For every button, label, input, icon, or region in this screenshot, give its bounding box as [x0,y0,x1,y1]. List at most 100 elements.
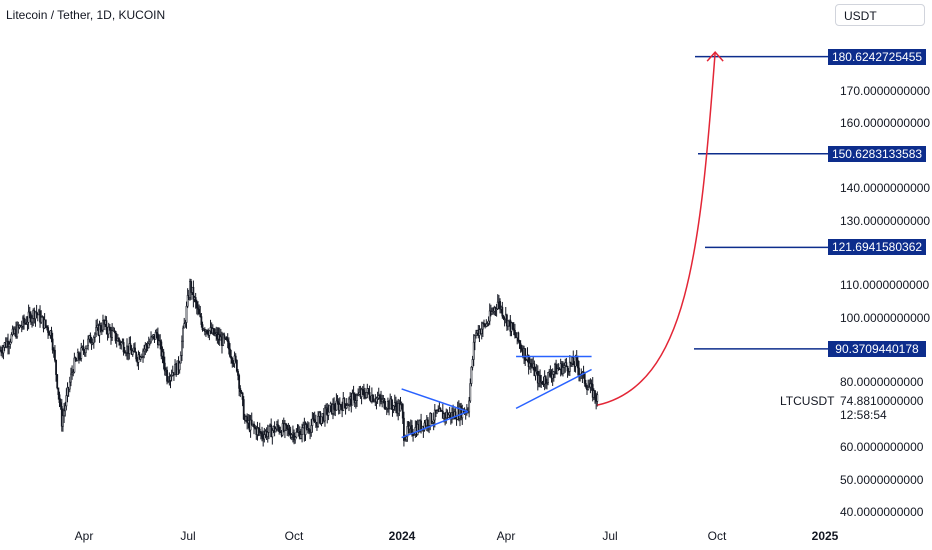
candle-body [229,348,231,357]
candle-body [480,328,483,334]
candle-body [129,343,132,351]
candle-body [246,416,249,424]
candle-body [365,392,368,398]
candle-body [242,399,245,420]
candle-body [231,358,234,363]
candle-body [399,404,402,412]
candle-body [20,325,23,328]
candle-body [27,311,30,323]
candle-body [46,325,48,328]
candle-body [354,400,357,404]
level-price-tag: 150.6283133583 [828,145,926,162]
candle-body [375,397,378,403]
candle-body [166,369,168,382]
candle-body [278,426,281,432]
candle-body [352,392,355,395]
candle-body [576,360,579,369]
candle-body [120,342,123,346]
candle-body [100,329,103,332]
price-tick-label: 60.0000000000 [840,440,924,455]
candle-body [483,323,485,325]
candle-body [326,407,329,416]
candle-body [368,392,371,399]
candle-body [454,411,457,420]
candle-body [222,334,225,346]
level-price-tag: 90.3709440178 [828,340,926,357]
candle-body [447,414,450,418]
candle-body [249,419,252,431]
candle-body [227,341,230,350]
pattern-lower-line [401,410,469,439]
candle-body [286,424,289,430]
candle-body [486,323,489,325]
candle-body [290,434,293,438]
candle-body [285,423,287,426]
candle-body [0,349,3,353]
candle-body [475,332,477,336]
candle-body [342,398,345,411]
candle-body [502,315,505,318]
candle-body [300,434,302,439]
candle-body [158,340,160,346]
candle-body [395,402,397,408]
candle-body [320,416,323,424]
candle-body [432,419,435,423]
candle-body [47,327,49,333]
candle-body [401,404,404,419]
pattern-upper-line [401,388,469,413]
candle-body [148,341,151,345]
candle-body [357,394,360,396]
time-tick-label: Jul [180,529,196,543]
candle-body [411,425,413,435]
price-tick-label: 160.0000000000 [840,116,931,131]
last-price-countdown: 12:58:54 [840,408,887,422]
candle-body [534,370,537,376]
candle-body [241,392,244,400]
candle-body [430,413,433,424]
candle-body [208,330,211,336]
candle-body [308,428,310,432]
candle-body [431,422,434,424]
candle-body [198,308,200,315]
candle-body [237,370,239,376]
time-tick-label: Oct [707,529,727,543]
candle-body [427,419,429,427]
candle-body [547,372,549,384]
candle-body [95,327,98,335]
candle-body [496,301,499,310]
candle-body [404,439,406,442]
candle-body [511,322,514,330]
candle-body [518,340,521,345]
candle-body [271,430,274,438]
candle-body [468,400,471,413]
currency-selector[interactable]: USDT [835,4,925,26]
candle-body [501,306,504,317]
candle-body [507,320,509,327]
price-tick-label: 100.0000000000 [840,310,931,325]
candle-body [284,423,286,431]
candle-body [16,324,19,338]
candle-body [7,340,9,347]
candle-body [506,314,508,327]
candle-body [29,313,32,323]
candle-body [514,330,516,336]
candle-body [142,350,144,357]
candle-body [324,407,326,422]
candle-body [530,362,532,366]
candle-body [73,357,76,373]
candle-body [40,316,43,323]
candle-body [122,342,125,353]
candle-body [525,359,528,362]
candle-body [311,418,314,426]
candle-body [182,327,184,342]
time-tick-label: 2025 [811,529,839,543]
candle-body [113,330,116,332]
candle-body [336,400,339,404]
candle-body [587,386,590,391]
candle-body [181,340,183,356]
candle-body [214,333,217,336]
candle-body [390,398,393,406]
candle-body [563,365,566,368]
candle-body [439,408,442,411]
